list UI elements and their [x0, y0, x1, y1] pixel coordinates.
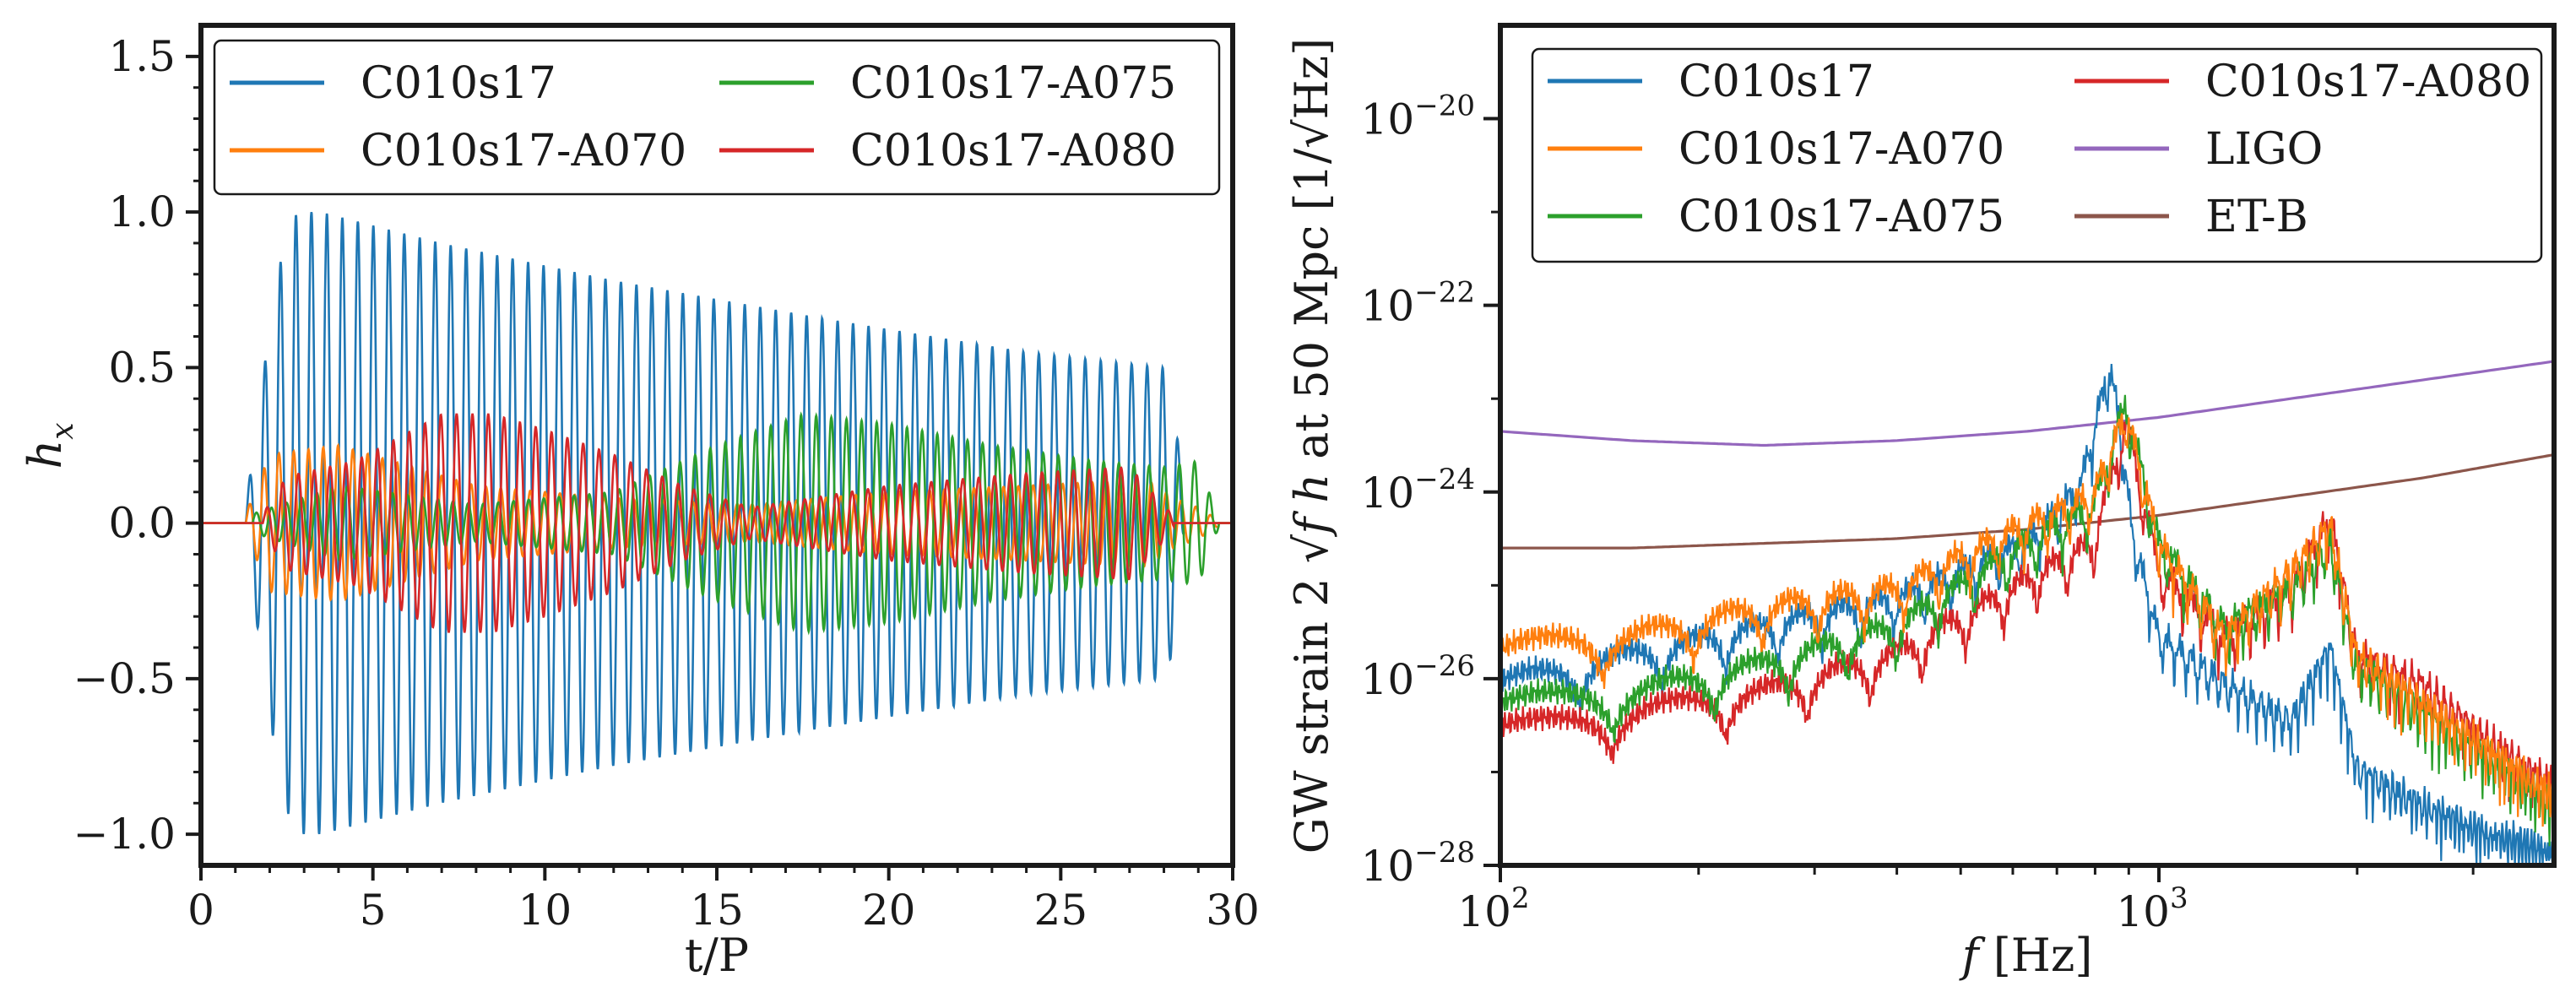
right-x-tick-label: 103 — [2116, 881, 2188, 936]
spectrum-c010s17 — [1499, 364, 2555, 866]
right-y-tick-label: 10−24 — [1361, 463, 1475, 518]
sqrt-symbol: √ — [1285, 534, 1338, 563]
waveform-series-group — [201, 212, 1233, 835]
left-legend-label-c010s17-a075: C010s17-A075 — [850, 58, 1176, 109]
right-legend-box — [1531, 47, 2543, 263]
right-y-ticks: 10−20 10−22 10−24 10−26 10−28 — [1361, 89, 1500, 891]
right-legend-label-c010s17-a080: C010s17-A080 — [2205, 57, 2531, 107]
right-legend-label-ligo: LIGO — [2205, 124, 2323, 175]
right-legend-label-c010s17-a075: C010s17-A075 — [1678, 192, 2004, 242]
left-legend: C010s17 C010s17-A075 C010s17-A070 C010s17-A… — [213, 39, 1221, 196]
right-y-tick-label: 10−26 — [1361, 649, 1475, 704]
left-y-tick-label: −1.0 — [73, 810, 176, 859]
right-plot-frame — [1498, 23, 2557, 868]
right-y-tick-label: 10−28 — [1361, 836, 1475, 891]
left-x-ticks: 0 5 10 15 20 25 30 — [187, 865, 1260, 935]
spectrum-c010s17-a070 — [1499, 413, 2556, 827]
spectrum-ligo — [1500, 360, 2555, 447]
left-x-tick-label: 25 — [1034, 886, 1088, 935]
svg-text:GW strain 2 √f h at 50 Mpc [1: GW strain 2 √f h at 50 Mpc [1/√Hz] — [1285, 38, 1338, 854]
right-legend: C010s17 C010s17-A080 C010s17-A070 LIGO C010s… — [1531, 47, 2543, 263]
left-x-tick-label: 30 — [1206, 886, 1260, 935]
left-y-tick-label: 1.0 — [108, 187, 176, 236]
left-legend-box — [213, 39, 1221, 196]
spectrum-c010s17-a075 — [1499, 394, 2556, 847]
waveform-c010s17-a080 — [201, 413, 1233, 633]
right-legend-label-c010s17-a070: C010s17-A070 — [1678, 124, 2004, 175]
left-y-tick-label: −0.5 — [73, 654, 176, 703]
right-x-ticks: 102 103 — [1457, 865, 2475, 936]
left-x-axis-label: t/P — [685, 929, 749, 982]
left-x-tick-label: 0 — [187, 886, 214, 935]
left-y-tick-label: 0.0 — [108, 499, 176, 548]
right-x-axis-label: f [Hz] — [1959, 929, 2093, 982]
left-x-tick-label: 10 — [518, 886, 572, 935]
right-legend-label-et-b: ET-B — [2205, 192, 2308, 242]
right-y-axis-label: GW strain 2 √f h at 50 Mpc [1/√Hz] — [1285, 38, 1338, 854]
left-x-tick-label: 5 — [360, 886, 387, 935]
left-legend-label-c010s17-a080: C010s17-A080 — [850, 126, 1176, 176]
left-y-axis-label: hx — [19, 422, 80, 469]
left-x-tick-label: 15 — [690, 886, 744, 935]
left-y-tick-label: 1.5 — [108, 32, 176, 81]
right-y-tick-label: 10−20 — [1361, 89, 1475, 144]
left-x-tick-label: 20 — [862, 886, 916, 935]
spectrum-c010s17-a080 — [1499, 418, 2556, 809]
left-legend-label-c010s17: C010s17 — [361, 58, 556, 109]
right-legend-label-c010s17: C010s17 — [1678, 57, 1874, 107]
time-domain-panel: 0 5 10 15 20 25 30 −1.0 −0.5 0.0 0.5 1.0 1.5 t/P hx… — [19, 23, 1260, 982]
waveform-c010s17 — [201, 212, 1233, 835]
right-y-tick-label: 10−22 — [1361, 276, 1475, 331]
left-y-tick-label: 0.5 — [108, 343, 176, 392]
right-x-tick-label: 102 — [1457, 881, 1529, 936]
left-y-ticks: −1.0 −0.5 0.0 0.5 1.0 1.5 — [73, 32, 201, 859]
spectrum-series-group — [1499, 360, 2556, 866]
left-legend-label-c010s17-a070: C010s17-A070 — [361, 126, 686, 176]
